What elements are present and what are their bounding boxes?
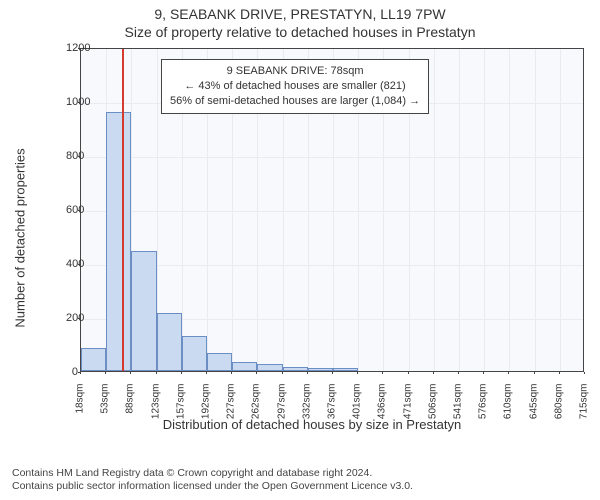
x-tick-label: 88sqm	[125, 384, 136, 424]
x-tick-mark	[307, 372, 308, 374]
y-tick-mark	[78, 102, 80, 103]
annotation-line-1: 9 SEABANK DRIVE: 78sqm	[170, 64, 420, 79]
y-tick-label: 600	[66, 204, 78, 216]
histogram-bar	[232, 362, 257, 371]
x-tick-label: 471sqm	[402, 384, 413, 424]
histogram-bar	[333, 368, 358, 371]
footer-attribution: Contains HM Land Registry data © Crown c…	[12, 467, 413, 494]
x-tick-label: 576sqm	[478, 384, 489, 424]
x-tick-label: 680sqm	[553, 384, 564, 424]
x-tick-mark	[231, 372, 232, 374]
x-tick-mark	[332, 372, 333, 374]
x-tick-mark	[130, 372, 131, 374]
y-tick-label: 1200	[66, 42, 78, 54]
x-tick-label: 401sqm	[352, 384, 363, 424]
histogram-bar	[283, 367, 308, 371]
x-tick-label: 436sqm	[377, 384, 388, 424]
x-tick-label: 192sqm	[201, 384, 212, 424]
subject-property-marker	[122, 49, 124, 371]
grid-v	[434, 49, 435, 371]
x-tick-mark	[282, 372, 283, 374]
y-tick-label: 400	[66, 258, 78, 270]
grid-v	[535, 49, 536, 371]
y-tick-label: 800	[66, 150, 78, 162]
title-sub: Size of property relative to detached ho…	[0, 22, 600, 40]
x-tick-mark	[458, 372, 459, 374]
x-tick-label: 645sqm	[528, 384, 539, 424]
x-tick-mark	[559, 372, 560, 374]
grid-v	[459, 49, 460, 371]
y-tick-label: 200	[66, 312, 78, 324]
plot-area: 9 SEABANK DRIVE: 78sqm← 43% of detached …	[80, 48, 584, 372]
x-tick-label: 367sqm	[327, 384, 338, 424]
x-tick-label: 541sqm	[453, 384, 464, 424]
footer-line-1: Contains HM Land Registry data © Crown c…	[12, 467, 413, 481]
footer-line-2: Contains public sector information licen…	[12, 480, 413, 494]
x-tick-mark	[483, 372, 484, 374]
y-tick-mark	[78, 156, 80, 157]
y-tick-mark	[78, 48, 80, 49]
y-tick-mark	[78, 318, 80, 319]
x-tick-label: 227sqm	[226, 384, 237, 424]
x-tick-mark	[105, 372, 106, 374]
histogram-bar	[207, 353, 232, 371]
annotation-box: 9 SEABANK DRIVE: 78sqm← 43% of detached …	[161, 59, 429, 114]
histogram-bar	[308, 368, 333, 371]
x-tick-mark	[181, 372, 182, 374]
plot-wrap: Number of detached properties 9 SEABANK …	[32, 48, 592, 428]
y-tick-mark	[78, 264, 80, 265]
x-tick-label: 18sqm	[75, 384, 86, 424]
x-tick-mark	[357, 372, 358, 374]
x-tick-label: 506sqm	[427, 384, 438, 424]
x-tick-mark	[256, 372, 257, 374]
x-tick-mark	[508, 372, 509, 374]
histogram-bar	[131, 251, 156, 371]
histogram-bar	[182, 336, 207, 371]
grid-v	[509, 49, 510, 371]
x-tick-mark	[156, 372, 157, 374]
y-tick-label: 0	[66, 366, 78, 378]
x-tick-mark	[584, 372, 585, 374]
x-tick-mark	[433, 372, 434, 374]
annotation-line-2: ← 43% of detached houses are smaller (82…	[170, 79, 420, 94]
x-tick-label: 297sqm	[276, 384, 287, 424]
grid-v	[484, 49, 485, 371]
x-tick-mark	[382, 372, 383, 374]
y-tick-mark	[78, 210, 80, 211]
y-tick-label: 1000	[66, 96, 78, 108]
x-tick-mark	[206, 372, 207, 374]
annotation-line-3: 56% of semi-detached houses are larger (…	[170, 94, 420, 109]
x-tick-label: 53sqm	[100, 384, 111, 424]
histogram-bar	[257, 364, 282, 371]
x-tick-label: 157sqm	[175, 384, 186, 424]
x-tick-mark	[80, 372, 81, 374]
x-tick-label: 610sqm	[503, 384, 514, 424]
x-tick-label: 123sqm	[150, 384, 161, 424]
histogram-bar	[106, 112, 131, 371]
y-axis-label: Number of detached properties	[13, 148, 28, 327]
grid-v	[560, 49, 561, 371]
x-tick-mark	[408, 372, 409, 374]
x-tick-label: 262sqm	[251, 384, 262, 424]
x-tick-label: 332sqm	[301, 384, 312, 424]
x-tick-label: 715sqm	[579, 384, 590, 424]
title-main: 9, SEABANK DRIVE, PRESTATYN, LL19 7PW	[0, 0, 600, 22]
x-tick-mark	[534, 372, 535, 374]
histogram-bar	[157, 313, 182, 371]
histogram-bar	[81, 348, 106, 371]
